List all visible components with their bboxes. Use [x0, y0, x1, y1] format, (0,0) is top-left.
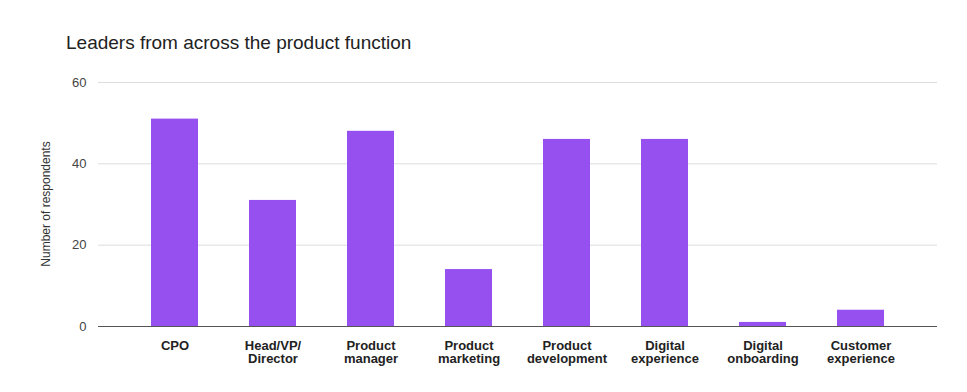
svg-text:40: 40: [72, 156, 86, 171]
svg-text:Digitalexperience: Digitalexperience: [631, 338, 699, 366]
svg-text:Customerexperience: Customerexperience: [827, 338, 895, 366]
svg-text:Productdevelopment: Productdevelopment: [527, 338, 608, 366]
svg-text:Digitalonboarding: Digitalonboarding: [727, 338, 799, 366]
html-text:Leaders from across the produc: Leaders from across the product function: [66, 32, 412, 53]
svg-text:20: 20: [72, 237, 86, 252]
svg-text:Productmanager: Productmanager: [344, 338, 398, 366]
svg-text:CPO: CPO: [161, 338, 189, 353]
html-text:Number of respondents: Number of respondents: [39, 141, 53, 267]
svg-text:60: 60: [72, 75, 86, 90]
svg-text:Head/VP/Director: Head/VP/Director: [245, 338, 302, 366]
svg-text:Productmarketing: Productmarketing: [438, 338, 500, 366]
svg-text:0: 0: [79, 319, 86, 334]
